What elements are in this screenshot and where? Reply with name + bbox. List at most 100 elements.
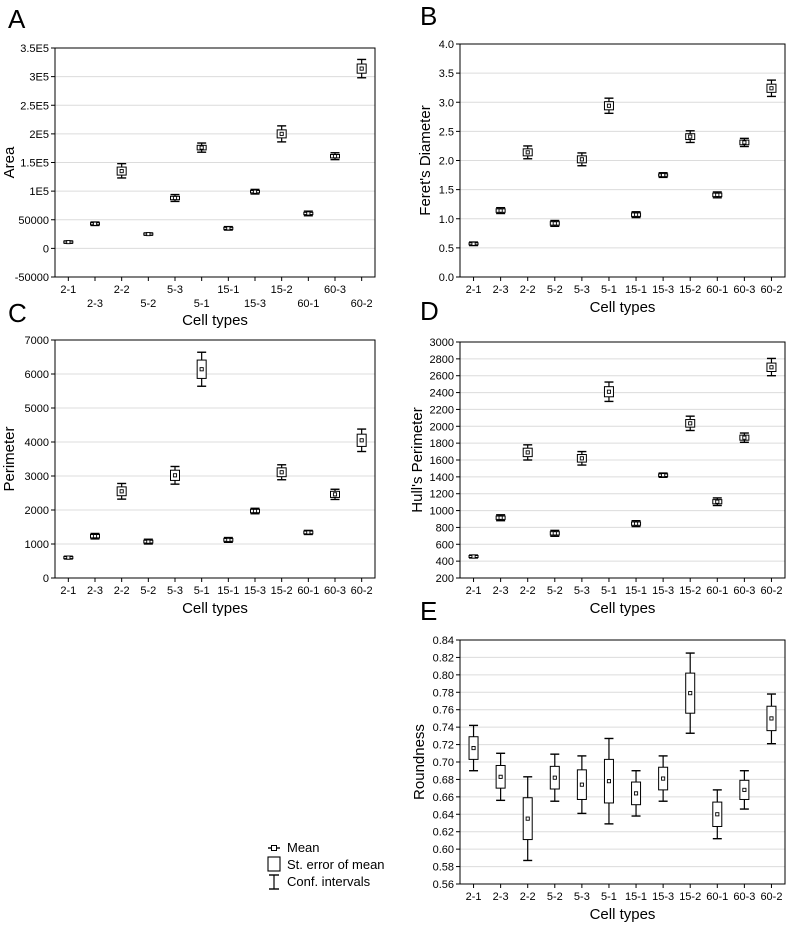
y-tick-label: 0.70: [433, 757, 454, 769]
mean-point: [172, 473, 178, 478]
x-tick-label: 60-3: [733, 284, 755, 296]
box-2-3: [495, 206, 506, 215]
mean-point: [661, 173, 666, 178]
mean-point: [579, 782, 584, 787]
mean-point: [359, 438, 364, 443]
y-tick-label: 0.76: [433, 705, 454, 717]
mean-point: [633, 521, 639, 526]
x-tick-label: 15-2: [679, 891, 701, 903]
box-2-1: [468, 241, 479, 247]
mean-point: [119, 489, 124, 494]
y-tick-label: 6000: [25, 369, 49, 381]
plot-frame: [459, 43, 786, 278]
box-60-3: [330, 152, 340, 161]
legend: Mean St. error of mean Conf. intervals: [267, 840, 385, 890]
mean-point: [688, 421, 693, 426]
box-15-2: [685, 130, 696, 144]
box-2-1: [63, 555, 74, 560]
box-5-1: [603, 97, 614, 115]
panel-letter: B: [420, 1, 437, 31]
x-tick-label: 5-2: [140, 585, 156, 597]
mean-point: [579, 456, 584, 461]
y-axis-label: Roundness: [411, 724, 428, 800]
mean-point: [92, 534, 98, 539]
x-tick-label: 5-1: [194, 298, 210, 310]
y-tick-label: 0.0: [439, 272, 454, 284]
y-tick-label: 1.0: [439, 214, 454, 226]
mean-point: [715, 192, 720, 197]
x-tick-label: 5-1: [194, 585, 210, 597]
y-tick-label: 0.58: [433, 862, 454, 874]
y-tick-label: 1E5: [29, 186, 49, 198]
x-tick-label: 60-1: [297, 585, 319, 597]
mean-point: [525, 150, 530, 155]
legend-se-label: St. error of mean: [287, 857, 385, 872]
x-tick-label: 2-2: [520, 284, 536, 296]
y-tick-label: 2200: [430, 404, 454, 416]
y-tick-label: 200: [436, 573, 454, 585]
mean-point: [226, 226, 231, 231]
x-tick-label: 5-1: [601, 585, 617, 597]
plot-frame: [54, 339, 376, 579]
box-5-2: [143, 232, 154, 237]
box-60-2: [766, 357, 777, 377]
mean-point: [119, 169, 124, 174]
y-tick-label: 2.0: [439, 156, 454, 168]
y-tick-label: 1200: [430, 489, 454, 501]
x-tick-label: 60-1: [706, 585, 728, 597]
x-tick-label: 5-2: [547, 585, 563, 597]
mean-point: [633, 791, 639, 796]
box-60-3: [739, 770, 750, 810]
box-2-2: [522, 444, 533, 461]
y-axis-label: Feret's Diameter: [417, 105, 434, 215]
mean-point: [633, 212, 639, 217]
box-60-3: [739, 137, 750, 148]
mean-point: [769, 86, 774, 91]
x-tick-label: 60-2: [760, 284, 782, 296]
y-tick-label: 2E5: [29, 129, 49, 141]
mean-point: [332, 154, 338, 159]
box-5-2: [549, 219, 560, 228]
box-15-2: [276, 464, 287, 481]
y-tick-label: 0.5: [439, 243, 454, 255]
x-tick-label: 5-1: [601, 891, 617, 903]
box-5-3: [576, 755, 587, 815]
box-5-3: [576, 450, 587, 466]
box-15-3: [658, 755, 669, 802]
box-15-1: [631, 519, 642, 528]
mean-point: [306, 211, 311, 216]
y-tick-label: 1.5: [439, 185, 454, 197]
y-tick-label: 0.56: [433, 879, 454, 891]
box-2-1: [468, 554, 479, 559]
box-15-2: [685, 415, 696, 432]
box-60-2: [766, 693, 777, 745]
mean-point: [92, 221, 98, 226]
y-tick-label: 2400: [430, 388, 454, 400]
x-tick-label: 15-2: [679, 585, 701, 597]
x-tick-label: 2-3: [87, 298, 103, 310]
x-tick-label: 5-3: [574, 585, 590, 597]
box-5-2: [549, 529, 560, 537]
x-tick-label: 15-2: [679, 284, 701, 296]
x-tick-label: 15-1: [625, 891, 647, 903]
panel-e: E 0.56 0.58 0.60 0.62 0.64 0.66 0.68 0.70 0.72 0.7…: [411, 596, 786, 923]
mean-point: [66, 240, 71, 245]
box-2-3: [495, 752, 506, 802]
x-tick-label: 15-2: [271, 284, 293, 296]
y-tick-label: 2.5: [439, 126, 454, 138]
y-axis-label: Perimeter: [1, 426, 18, 491]
y-tick-label: 2000: [430, 421, 454, 433]
mean-point: [579, 157, 584, 162]
y-tick-label: 0.66: [433, 792, 454, 804]
mean-point: [279, 470, 284, 475]
y-tick-label: 4.0: [439, 39, 454, 51]
x-tick-label: 2-2: [114, 585, 130, 597]
mean-point: [661, 776, 666, 781]
panel-b: B 0.0 0.5 1.0 1.5 2.0 2.5 3.0 3.5 4.0 2-1 2-3 2-2 5-2…: [417, 1, 786, 316]
x-tick-label: 2-1: [60, 284, 76, 296]
box-2-2: [522, 145, 533, 160]
box-60-1: [303, 210, 314, 217]
x-tick-label: 60-1: [706, 891, 728, 903]
box-15-2: [685, 652, 696, 734]
